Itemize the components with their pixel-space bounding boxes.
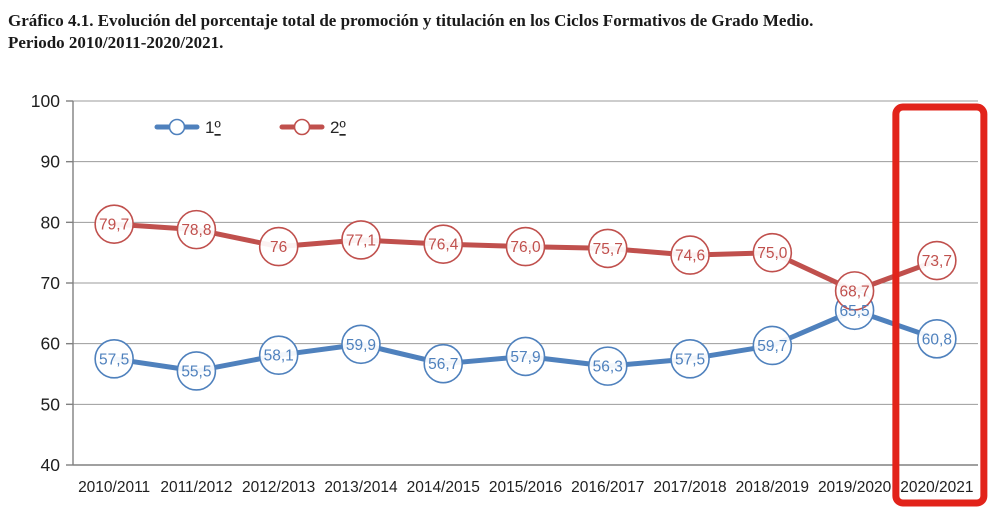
chart-title: Gráfico 4.1. Evolución del porcentaje to…	[8, 10, 968, 54]
x-axis-label: 2020/2021	[900, 479, 973, 496]
legend-label: 2º	[330, 118, 346, 137]
data-point-marker	[505, 336, 546, 377]
data-point-marker	[752, 232, 793, 273]
data-point-label: 76,0	[510, 239, 541, 256]
data-point-marker	[834, 271, 875, 311]
data-point-marker	[917, 319, 957, 359]
x-axis-label: 2012/2013	[242, 479, 315, 496]
y-axis-label: 80	[41, 212, 61, 232]
data-point-marker	[423, 343, 464, 384]
data-point-label: 60,8	[922, 331, 952, 348]
data-point-marker	[670, 339, 710, 379]
x-axis-label: 2018/2019	[736, 479, 809, 496]
data-point-label: 73,7	[922, 253, 952, 270]
data-point-marker	[423, 224, 464, 264]
data-point-label: 55,5	[181, 363, 211, 380]
highlight-rect	[892, 103, 988, 507]
y-axis-label: 40	[41, 455, 61, 475]
data-point-label: 59,7	[757, 338, 787, 355]
data-point-marker	[670, 235, 710, 275]
data-point-marker	[752, 325, 793, 366]
data-point-label: 57,9	[510, 349, 540, 366]
y-axis-label: 90	[41, 152, 61, 172]
x-axis-label: 2013/2014	[324, 479, 398, 496]
x-axis-label: 2019/2020	[818, 479, 892, 496]
legend-item-1º: 1º	[154, 118, 221, 137]
data-point-label: 76	[270, 239, 287, 256]
data-point-marker	[176, 209, 217, 250]
data-point-label: 75,7	[593, 241, 623, 258]
data-point-label: 65,5	[840, 303, 870, 320]
legend-marker	[293, 118, 311, 136]
data-point-marker	[917, 240, 957, 281]
data-point-marker	[341, 220, 381, 260]
data-point-label: 56,7	[428, 356, 458, 373]
data-point-label: 57,5	[675, 351, 705, 368]
y-axis-label: 60	[41, 334, 61, 354]
data-point-label: 79,7	[99, 217, 129, 234]
data-point-marker	[258, 226, 299, 267]
data-point-label: 68,7	[840, 283, 870, 300]
x-axis-label: 2016/2017	[571, 479, 644, 496]
x-axis-label: 2017/2018	[653, 479, 726, 496]
data-point-label: 78,8	[181, 222, 211, 239]
data-point-label: 77,1	[346, 232, 376, 249]
data-point-label: 75,0	[757, 245, 788, 262]
y-axis-label: 50	[41, 394, 61, 414]
x-axis-label: 2015/2016	[489, 479, 562, 496]
data-point-marker	[505, 226, 546, 267]
legend-item-2º: 2º	[279, 118, 346, 137]
data-point-label: 57,5	[99, 351, 129, 368]
legend-label: 1º	[205, 118, 221, 137]
data-point-marker	[94, 339, 134, 379]
data-point-marker	[341, 324, 381, 365]
data-point-label: 58,1	[264, 348, 294, 365]
data-point-marker	[587, 228, 628, 269]
y-axis-label: 70	[41, 273, 61, 293]
data-point-label: 74,6	[675, 248, 705, 265]
data-point-label: 56,3	[593, 359, 623, 376]
chart-title-line1: Gráfico 4.1. Evolución del porcentaje to…	[8, 11, 814, 30]
legend-marker	[168, 118, 186, 136]
data-point-marker	[176, 351, 217, 391]
data-point-marker	[94, 204, 134, 244]
x-axis-label: 2011/2012	[160, 479, 232, 496]
chart-title-line2: Periodo 2010/2011-2020/2021.	[8, 33, 224, 52]
x-axis-label: 2010/2011	[78, 479, 150, 496]
data-point-marker	[258, 335, 299, 375]
data-point-marker	[587, 346, 628, 386]
data-point-label: 76,4	[428, 237, 459, 254]
data-point-label: 59,9	[346, 337, 376, 354]
x-axis-label: 2014/2015	[407, 479, 480, 496]
y-axis-label: 100	[31, 91, 60, 111]
